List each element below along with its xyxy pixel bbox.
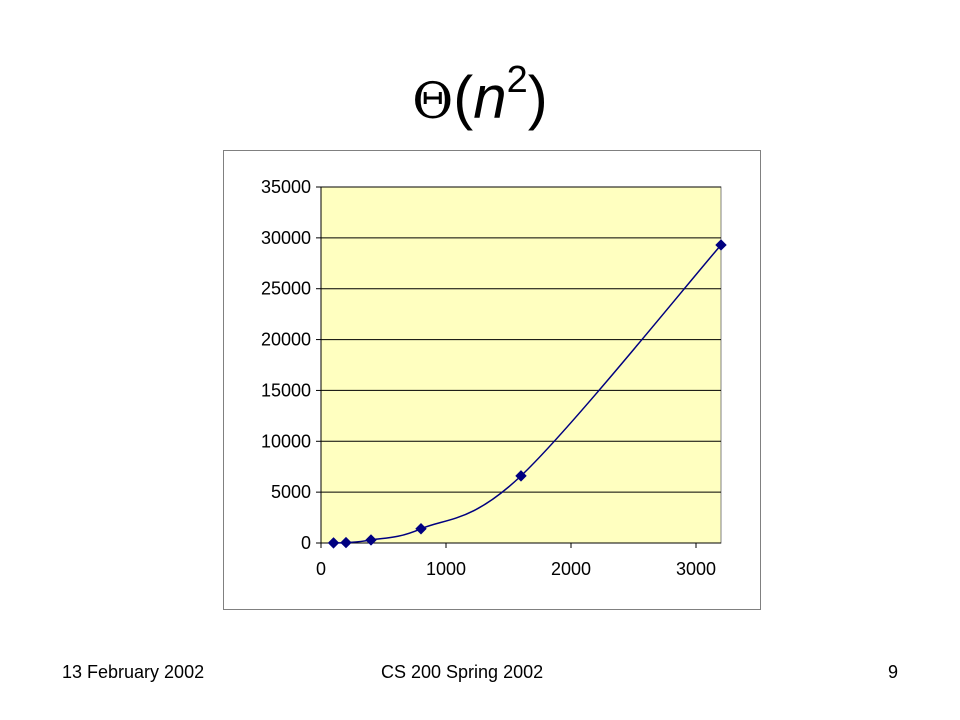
data-point [340, 536, 352, 549]
data-point [415, 523, 427, 535]
y-tick-label: 35000 [261, 177, 311, 197]
title-exponent: 2 [506, 59, 528, 101]
y-tick-label: 10000 [261, 431, 311, 451]
x-tick-label: 3000 [676, 559, 716, 579]
x-tick-label: 0 [316, 559, 326, 579]
data-point [327, 537, 340, 549]
slide-title: Θ(n2) [0, 58, 960, 141]
title-variable: n [473, 64, 507, 131]
plot-area [320, 186, 722, 544]
title-close-paren: ) [527, 64, 548, 131]
footer-course: CS 200 Spring 2002 [381, 662, 544, 682]
x-tick-label: 2000 [551, 559, 591, 579]
footer-page-number: 9 [888, 662, 899, 682]
y-tick-label: 5000 [271, 482, 311, 502]
y-tick-label: 30000 [261, 228, 311, 248]
title-open-paren: ( [453, 64, 474, 131]
chart-frame: 0 5000 10000 15000 20000 25000 30000 35000 0 1000… [223, 150, 761, 610]
data-point [715, 239, 727, 251]
theta-symbol: Θ [412, 72, 454, 130]
data-point [365, 534, 377, 546]
footer-date: 13 February 2002 [62, 662, 205, 682]
y-tick-label: 20000 [261, 330, 311, 350]
y-tick-label: 25000 [261, 279, 311, 299]
y-tick-label: 15000 [261, 380, 311, 400]
x-tick-label: 1000 [426, 559, 466, 579]
y-tick-label: 0 [301, 533, 311, 553]
data-point [515, 470, 527, 482]
chart-svg: 0 5000 10000 15000 20000 25000 30000 35000 0 1000… [261, 177, 727, 579]
